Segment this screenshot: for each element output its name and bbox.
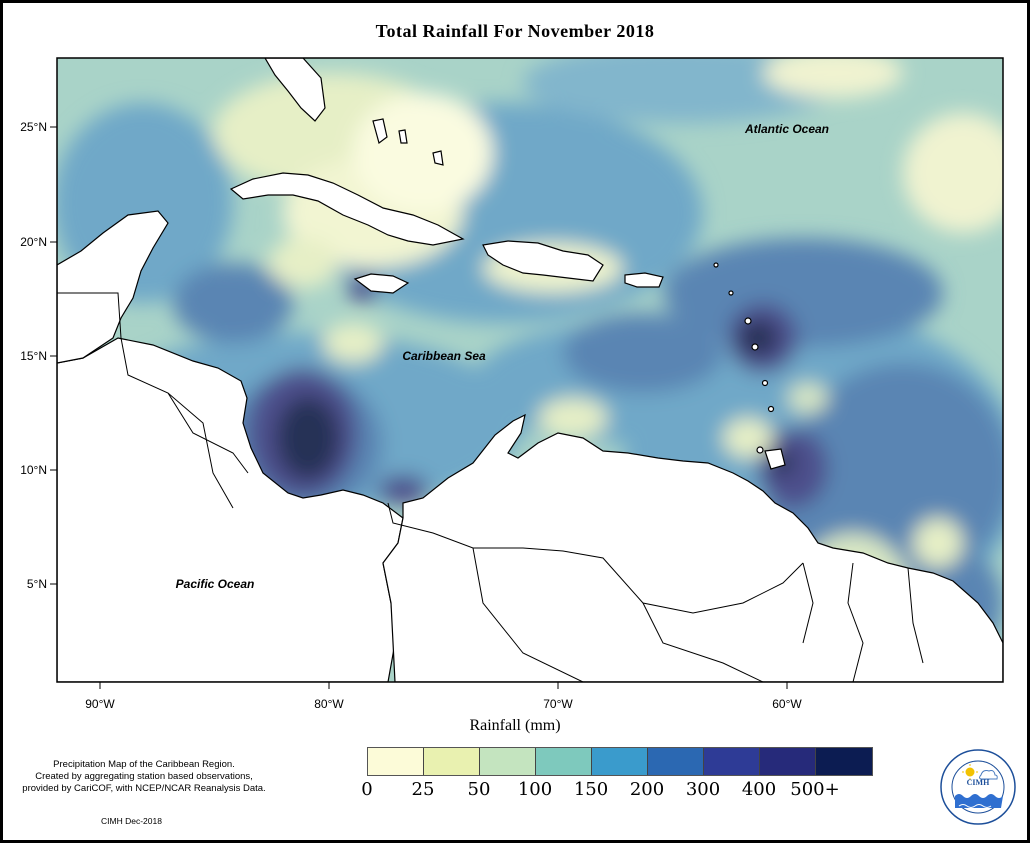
legend-swatch: [424, 748, 480, 775]
x-tick-label: 60°W: [772, 697, 802, 711]
caribbean-sea-label: Caribbean Sea: [402, 349, 486, 363]
legend-labels: 0 25 50 100 150 200 300 400 500+: [3, 779, 1027, 805]
y-tick-label: 10°N: [20, 463, 47, 477]
land-outline: [57, 58, 1003, 682]
caption-line: Precipitation Map of the Caribbean Regio…: [53, 759, 235, 770]
legend-swatch: [704, 748, 760, 775]
legend-label: 300: [685, 779, 721, 800]
legend-label: 200: [629, 779, 665, 800]
rainfall-map: 25°N 20°N 15°N 10°N 5°N 90°W 80°W 70°W 6…: [20, 57, 1004, 711]
legend-swatch: [480, 748, 536, 775]
x-axis-title: Rainfall (mm): [469, 717, 561, 734]
y-tick-label: 5°N: [27, 577, 47, 591]
legend-swatch: [816, 748, 872, 775]
legend-label: 150: [573, 779, 609, 800]
x-tick-label: 80°W: [314, 697, 344, 711]
y-axis: 25°N 20°N 15°N 10°N 5°N: [20, 120, 57, 591]
legend-label: 0: [361, 779, 373, 800]
x-tick-label: 90°W: [85, 697, 115, 711]
legend-swatch: [368, 748, 424, 775]
y-tick-label: 15°N: [20, 349, 47, 363]
color-legend: [367, 747, 873, 776]
legend-label: 100: [517, 779, 553, 800]
credit-text: CIMH Dec-2018: [101, 816, 162, 826]
caption-line: Created by aggregating station based obs…: [35, 771, 253, 782]
logo-abbreviation: CIMH: [966, 778, 990, 787]
legend-label: 25: [411, 779, 435, 800]
legend-label: 500+: [790, 779, 840, 800]
x-tick-label: 70°W: [543, 697, 573, 711]
legend-swatch: [648, 748, 704, 775]
map-caption: Precipitation Map of the Caribbean Regio…: [9, 759, 279, 795]
cimh-logo: CIMH: [939, 748, 1017, 826]
legend-label: 400: [741, 779, 777, 800]
caption-line: provided by CariCOF, with NCEP/NCAR Rean…: [22, 783, 266, 794]
y-tick-label: 20°N: [20, 235, 47, 249]
legend-swatch: [760, 748, 816, 775]
country-borders: [57, 292, 924, 682]
legend-swatch: [592, 748, 648, 775]
atlantic-ocean-label: Atlantic Ocean: [744, 122, 829, 136]
legend-swatch: [536, 748, 592, 775]
rainfall-field: [57, 58, 1003, 682]
x-axis: 90°W 80°W 70°W 60°W: [85, 682, 802, 711]
legend-label: 50: [467, 779, 491, 800]
map-title: Total Rainfall For November 2018: [375, 21, 655, 41]
plot-border: [56, 57, 1004, 683]
y-tick-label: 25°N: [20, 120, 47, 134]
pacific-ocean-label: Pacific Ocean: [176, 577, 255, 591]
